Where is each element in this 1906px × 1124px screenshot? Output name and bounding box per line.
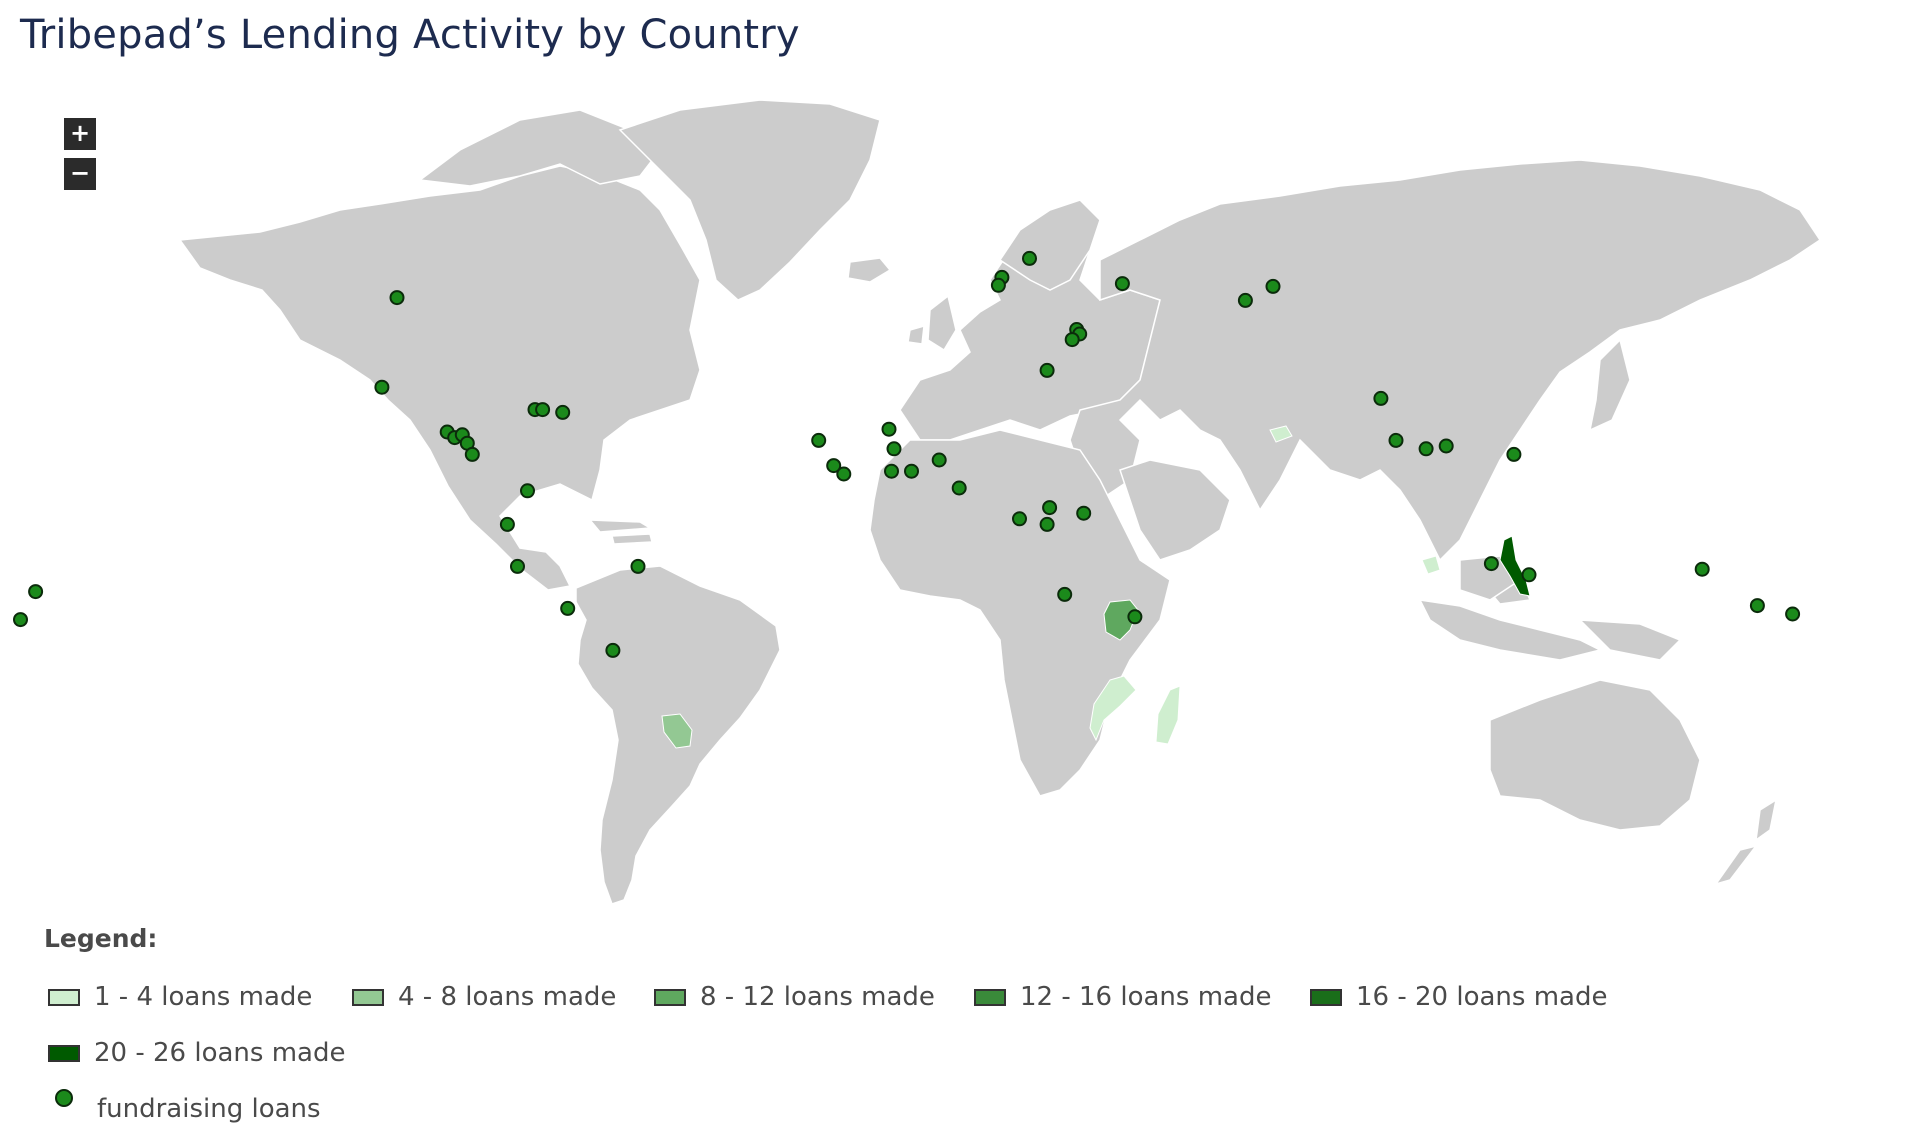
fundraising-loan-marker[interactable] — [1022, 250, 1037, 266]
fundraising-loan-marker[interactable] — [826, 458, 842, 474]
fundraising-loan-marker[interactable] — [555, 404, 571, 420]
legend-item-8-12: 8 - 12 loans made — [654, 982, 935, 1012]
fundraising-loan-marker[interactable] — [499, 516, 515, 532]
legend-swatch — [352, 988, 384, 1006]
fundraising-loan-markers — [13, 250, 1801, 658]
fundraising-loan-marker[interactable] — [1114, 276, 1130, 292]
fundraising-loan-marker[interactable] — [990, 277, 1006, 293]
fundraising-loan-marker[interactable] — [836, 466, 852, 482]
legend-label: 1 - 4 loans made — [94, 982, 313, 1012]
fundraising-loan-marker[interactable] — [1785, 606, 1801, 622]
fundraising-loan-marker[interactable] — [1042, 500, 1058, 516]
fundraising-loan-marker[interactable] — [1694, 561, 1710, 577]
fundraising-loan-marker[interactable] — [560, 600, 576, 616]
legend-title: Legend: — [44, 924, 158, 953]
australia — [1489, 679, 1701, 831]
legend-item-4-8: 4 - 8 loans made — [352, 982, 616, 1012]
cambodia-shape[interactable] — [1421, 555, 1441, 575]
mozambique-shape[interactable] — [1089, 675, 1137, 742]
canadian-arctic-islands — [418, 109, 662, 187]
fundraising-loan-marker[interactable] — [1438, 438, 1454, 454]
fundraising-loan-marker[interactable] — [884, 463, 899, 479]
legend-label: 16 - 20 loans made — [1356, 982, 1608, 1012]
map-title: Tribepad’s Lending Activity by Country — [20, 12, 800, 58]
legend-swatch — [48, 988, 80, 1006]
zoom-in-button[interactable]: + — [64, 118, 96, 150]
new-zealand — [1714, 798, 1778, 886]
legend-label: 20 - 26 loans made — [94, 1038, 346, 1068]
indonesia-islands — [1418, 575, 1603, 661]
fundraising-loan-marker[interactable] — [28, 584, 44, 600]
fundraising-loan-marker[interactable] — [904, 463, 919, 479]
fundraising-loan-marker[interactable] — [464, 446, 480, 462]
fundraising-loan-marker[interactable] — [886, 441, 902, 457]
fundraising-loan-marker[interactable] — [1521, 567, 1537, 583]
legend-label: fundraising loans — [97, 1094, 321, 1124]
fundraising-loan-marker[interactable] — [951, 480, 967, 496]
new-guinea — [1578, 619, 1682, 661]
japan — [1588, 338, 1631, 432]
legend-item-12-16: 12 - 16 loans made — [974, 982, 1271, 1012]
legend-item-1-4: 1 - 4 loans made — [48, 982, 312, 1012]
fundraising-loan-marker[interactable] — [881, 421, 897, 437]
fundraising-loan-marker[interactable] — [1506, 446, 1522, 462]
fundraising-loan-marker[interactable] — [1265, 278, 1281, 294]
caribbean-islands — [588, 519, 653, 545]
fundraising-loan-marker[interactable] — [1127, 609, 1143, 625]
fundraising-loan-marker[interactable] — [605, 642, 621, 658]
fundraising-loan-marker[interactable] — [630, 558, 646, 574]
fundraising-loan-marker[interactable] — [1749, 598, 1765, 614]
fundraising-loan-marker[interactable] — [1057, 586, 1073, 602]
legend-item-16-20: 16 - 20 loans made — [1310, 982, 1607, 1012]
fundraising-loan-marker[interactable] — [389, 290, 405, 306]
fundraising-loan-marker[interactable] — [1039, 362, 1055, 378]
fundraising-loan-marker[interactable] — [535, 402, 551, 418]
fundraising-loan-marker[interactable] — [1373, 390, 1389, 406]
scandinavia — [998, 199, 1101, 291]
fundraising-loan-marker[interactable] — [1012, 511, 1027, 527]
fundraising-loan-marker[interactable] — [1237, 292, 1253, 308]
fundraising-loan-marker[interactable] — [1039, 516, 1055, 532]
tajikistan-shape[interactable] — [1269, 425, 1293, 443]
arabian-peninsula — [1119, 459, 1231, 561]
fundraising-loan-marker[interactable] — [1388, 432, 1404, 448]
fundraising-loan-marker[interactable] — [1418, 441, 1434, 457]
legend-label: 8 - 12 loans made — [700, 982, 935, 1012]
british-isles — [907, 294, 957, 352]
legend-label: 12 - 16 loans made — [1020, 982, 1272, 1012]
fundraising-loan-marker[interactable] — [374, 379, 390, 395]
fundraising-loan-marker[interactable] — [931, 452, 947, 468]
zoom-out-button[interactable]: − — [64, 158, 96, 190]
legend-swatch — [48, 1044, 80, 1062]
philippines-shape[interactable] — [1499, 535, 1531, 597]
marker-dot-icon — [55, 1089, 73, 1107]
fundraising-loan-marker[interactable] — [1064, 332, 1080, 348]
legend-swatch — [1310, 988, 1342, 1006]
paraguay-shape[interactable] — [661, 713, 693, 749]
legend-swatch — [654, 988, 686, 1006]
fundraising-loan-marker[interactable] — [1483, 556, 1499, 572]
greenland — [618, 99, 881, 301]
fundraising-loan-marker[interactable] — [520, 483, 535, 499]
fundraising-loan-marker[interactable] — [510, 558, 525, 574]
legend-swatch — [974, 988, 1006, 1006]
land-masses — [178, 99, 1822, 905]
kenya-shape[interactable] — [1103, 599, 1139, 641]
iceland — [847, 257, 892, 283]
legend-item-20-26: 20 - 26 loans made — [48, 1038, 345, 1068]
madagascar-shaded[interactable] — [1155, 685, 1181, 745]
fundraising-loan-marker[interactable] — [13, 612, 28, 628]
fundraising-loan-marker[interactable] — [1076, 505, 1092, 521]
legend-item-fundraising: fundraising loans — [48, 1089, 321, 1124]
legend-label: 4 - 8 loans made — [398, 982, 617, 1012]
fundraising-loan-marker[interactable] — [811, 432, 827, 448]
shaded-countries — [661, 425, 1531, 749]
